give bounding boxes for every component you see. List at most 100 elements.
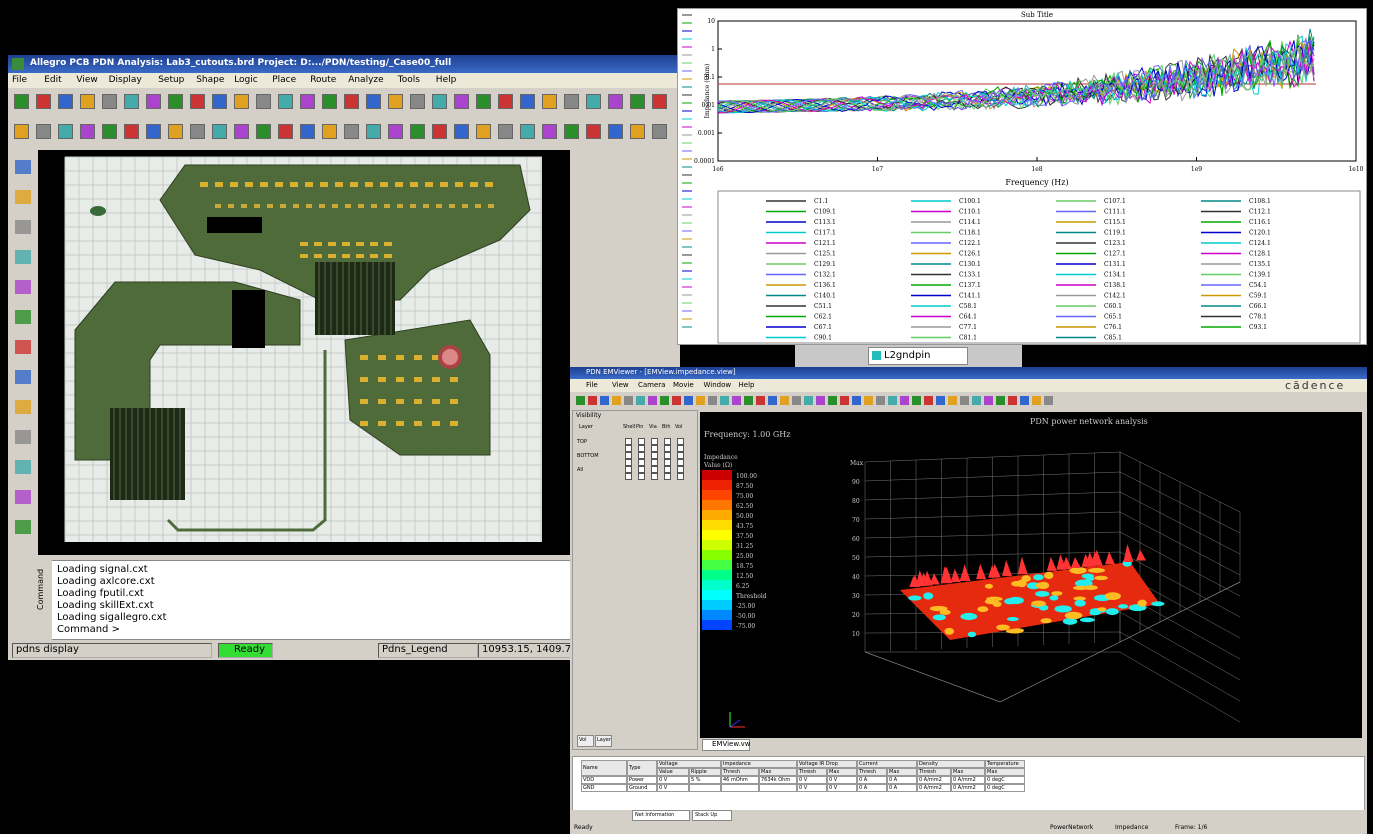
toolbar-icon[interactable] <box>234 94 249 109</box>
checkbox[interactable] <box>625 473 632 480</box>
toolbar-icon[interactable] <box>58 124 73 139</box>
toolbar-icon[interactable] <box>612 396 621 405</box>
view-tab[interactable] <box>702 739 750 751</box>
toolbar-icon[interactable] <box>636 396 645 405</box>
checkbox[interactable] <box>677 473 684 480</box>
checkbox[interactable] <box>664 445 671 452</box>
toolbar-icon[interactable] <box>344 94 359 109</box>
tool-icon[interactable] <box>15 280 31 294</box>
toolbar-icon[interactable] <box>168 124 183 139</box>
bottom-tab-label[interactable]: Net Information <box>635 812 675 818</box>
menu-item[interactable]: Edit <box>44 75 62 85</box>
toolbar-icon[interactable] <box>586 94 601 109</box>
checkbox[interactable] <box>651 466 658 473</box>
toolbar-icon[interactable] <box>36 94 51 109</box>
toolbar-icon[interactable] <box>58 94 73 109</box>
toolbar-icon[interactable] <box>912 396 921 405</box>
toolbar-icon[interactable] <box>410 124 425 139</box>
tool-icon[interactable] <box>15 160 31 174</box>
menu-item[interactable]: Help <box>435 75 457 85</box>
toolbar-icon[interactable] <box>586 124 601 139</box>
toolbar-icon[interactable] <box>648 396 657 405</box>
toolbar-icon[interactable] <box>804 396 813 405</box>
checkbox[interactable] <box>638 452 645 459</box>
toolbar-icon[interactable] <box>14 124 29 139</box>
toolbar-icon[interactable] <box>948 396 957 405</box>
tool-icon[interactable] <box>15 370 31 384</box>
checkbox[interactable] <box>638 445 645 452</box>
menu-item[interactable]: View <box>76 75 98 85</box>
toolbar-icon[interactable] <box>708 396 717 405</box>
toolbar-icon[interactable] <box>924 396 933 405</box>
toolbar-icon[interactable] <box>168 94 183 109</box>
toolbar-icon[interactable] <box>840 396 849 405</box>
checkbox[interactable] <box>638 466 645 473</box>
toolbar-icon[interactable] <box>672 396 681 405</box>
toolbar-icon[interactable] <box>1044 396 1053 405</box>
checkbox[interactable] <box>651 459 658 466</box>
menu-item[interactable]: File <box>12 75 28 85</box>
checkbox[interactable] <box>651 438 658 445</box>
menu-item[interactable]: Setup <box>158 75 185 85</box>
toolbar-icon[interactable] <box>212 94 227 109</box>
checkbox[interactable] <box>677 466 684 473</box>
checkbox[interactable] <box>664 438 671 445</box>
view-tab-label[interactable]: EMView.vw <box>712 740 751 748</box>
toolbar-icon[interactable] <box>322 94 337 109</box>
toolbar-icon[interactable] <box>344 124 359 139</box>
toolbar-icon[interactable] <box>684 396 693 405</box>
checkbox[interactable] <box>664 459 671 466</box>
toolbar-icon[interactable] <box>588 396 597 405</box>
menu-item[interactable]: Window <box>703 381 732 389</box>
checkbox[interactable] <box>664 473 671 480</box>
toolbar-icon[interactable] <box>146 124 161 139</box>
toolbar-icon[interactable] <box>256 124 271 139</box>
toolbar-icon[interactable] <box>124 124 139 139</box>
tool-icon[interactable] <box>15 490 31 504</box>
toolbar-icon[interactable] <box>454 124 469 139</box>
toolbar-icon[interactable] <box>102 124 117 139</box>
toolbar-icon[interactable] <box>542 94 557 109</box>
checkbox[interactable] <box>677 452 684 459</box>
menu-item[interactable]: Help <box>738 381 755 389</box>
checkbox[interactable] <box>664 452 671 459</box>
toolbar-icon[interactable] <box>366 94 381 109</box>
toolbar-icon[interactable] <box>1008 396 1017 405</box>
toolbar-icon[interactable] <box>732 396 741 405</box>
toolbar-icon[interactable] <box>80 124 95 139</box>
checkbox[interactable] <box>625 452 632 459</box>
menu-item[interactable]: Tools <box>397 75 420 85</box>
toolbar-icon[interactable] <box>888 396 897 405</box>
checkbox[interactable] <box>625 445 632 452</box>
checkbox[interactable] <box>664 466 671 473</box>
menu-item[interactable]: Movie <box>673 381 694 389</box>
toolbar-icon[interactable] <box>828 396 837 405</box>
toolbar-icon[interactable] <box>1032 396 1041 405</box>
toolbar-icon[interactable] <box>278 94 293 109</box>
toolbar-icon[interactable] <box>256 94 271 109</box>
menu-item[interactable]: File <box>586 381 598 389</box>
toolbar-icon[interactable] <box>564 124 579 139</box>
panel-tab[interactable] <box>577 735 594 747</box>
toolbar-icon[interactable] <box>476 124 491 139</box>
toolbar-icon[interactable] <box>576 396 585 405</box>
checkbox[interactable] <box>638 438 645 445</box>
toolbar-icon[interactable] <box>564 94 579 109</box>
toolbar-icon[interactable] <box>278 124 293 139</box>
menu-item[interactable]: Display <box>108 75 142 85</box>
checkbox[interactable] <box>677 438 684 445</box>
menu-item[interactable]: Place <box>272 75 297 85</box>
toolbar-icon[interactable] <box>14 94 29 109</box>
toolbar-icon[interactable] <box>300 94 315 109</box>
toolbar-icon[interactable] <box>984 396 993 405</box>
toolbar-icon[interactable] <box>366 124 381 139</box>
menu-item[interactable]: Logic <box>234 75 258 85</box>
toolbar-icon[interactable] <box>852 396 861 405</box>
toolbar-icon[interactable] <box>630 124 645 139</box>
toolbar-icon[interactable] <box>498 94 513 109</box>
bottom-tab[interactable] <box>692 810 732 821</box>
toolbar-icon[interactable] <box>630 94 645 109</box>
panel-tab[interactable] <box>595 735 612 747</box>
toolbar-icon[interactable] <box>696 396 705 405</box>
toolbar-icon[interactable] <box>520 94 535 109</box>
